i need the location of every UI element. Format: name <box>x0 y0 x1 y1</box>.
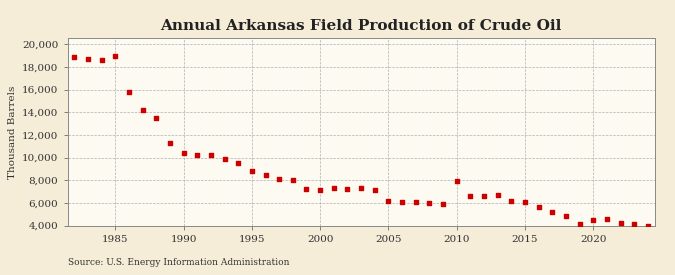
Point <box>342 187 353 191</box>
Point <box>233 161 244 165</box>
Point <box>383 198 394 203</box>
Point <box>329 186 340 190</box>
Point <box>301 187 312 191</box>
Point <box>246 169 257 173</box>
Point <box>205 153 216 157</box>
Point <box>533 205 544 210</box>
Point <box>615 221 626 226</box>
Point <box>479 194 489 198</box>
Point <box>219 156 230 161</box>
Point <box>55 61 66 66</box>
Point <box>315 188 325 192</box>
Point <box>356 186 367 190</box>
Point <box>452 179 462 183</box>
Point <box>424 201 435 205</box>
Point <box>260 172 271 177</box>
Point <box>397 199 408 204</box>
Point <box>588 218 599 222</box>
Y-axis label: Thousand Barrels: Thousand Barrels <box>7 85 17 179</box>
Point <box>560 214 571 219</box>
Point <box>465 194 476 198</box>
Text: Source: U.S. Energy Information Administration: Source: U.S. Energy Information Administ… <box>68 258 289 267</box>
Point <box>82 57 93 61</box>
Title: Annual Arkansas Field Production of Crude Oil: Annual Arkansas Field Production of Crud… <box>161 19 562 33</box>
Point <box>69 54 80 59</box>
Point <box>110 53 121 58</box>
Point <box>601 216 612 221</box>
Point <box>506 198 517 203</box>
Point <box>520 199 531 204</box>
Point <box>492 193 503 197</box>
Point <box>629 222 640 227</box>
Point <box>369 188 380 192</box>
Point <box>574 222 585 227</box>
Point <box>643 223 653 228</box>
Point <box>124 90 134 94</box>
Point <box>437 202 448 206</box>
Point <box>137 108 148 112</box>
Point <box>410 199 421 204</box>
Point <box>178 151 189 155</box>
Point <box>288 178 298 182</box>
Point <box>97 58 107 62</box>
Point <box>547 210 558 214</box>
Point <box>151 116 162 120</box>
Point <box>192 153 202 157</box>
Point <box>274 177 285 181</box>
Point <box>165 141 176 145</box>
